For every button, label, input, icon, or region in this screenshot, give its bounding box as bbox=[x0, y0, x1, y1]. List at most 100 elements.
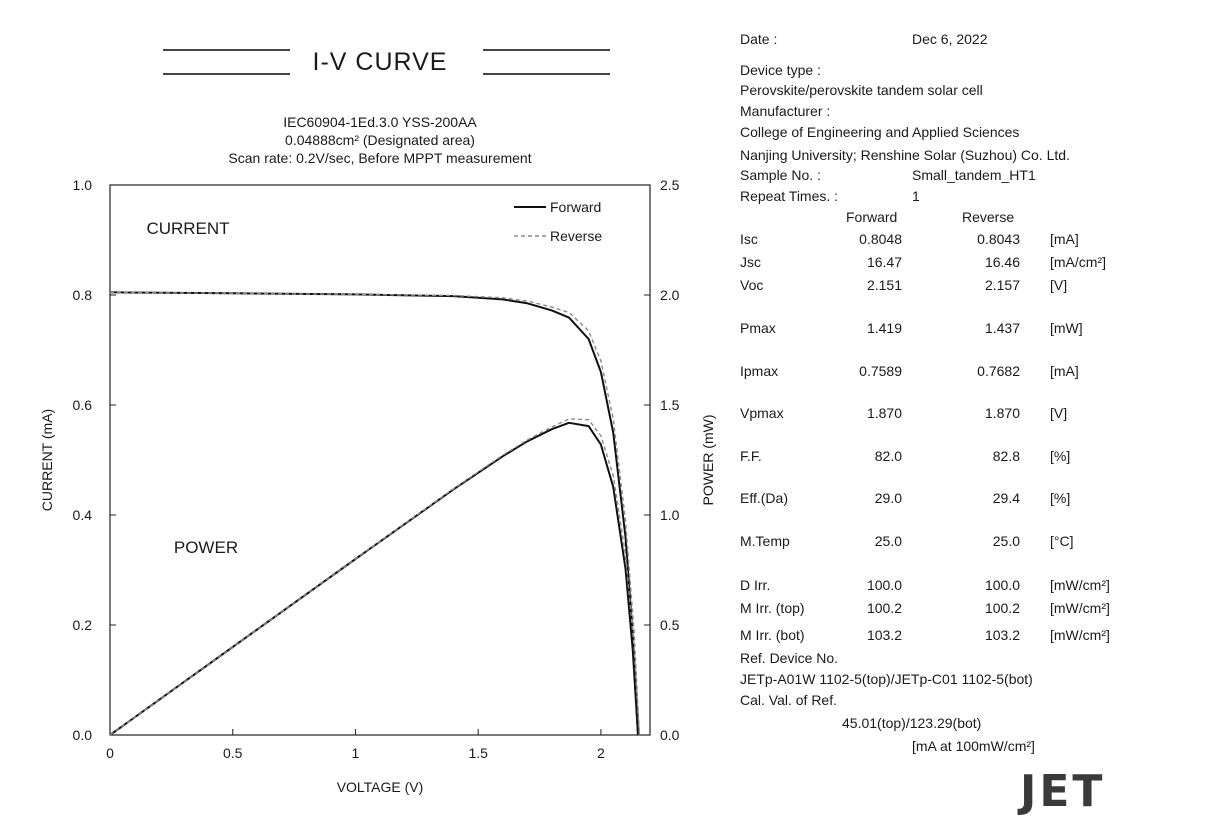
annotation-current: CURRENT bbox=[146, 219, 229, 238]
annotation-power: POWER bbox=[174, 538, 238, 557]
param-label: M.Temp bbox=[740, 533, 790, 549]
param-label: M Irr. (bot) bbox=[740, 627, 805, 643]
legend-reverse-label: Reverse bbox=[550, 228, 602, 244]
x-tick-label: 0 bbox=[106, 745, 114, 761]
sample-value: Small_tandem_HT1 bbox=[912, 167, 1036, 183]
iv-chart: 0 0.5 1 1.5 2 0.0 0.2 0.4 0.6 0.8 1.0 0.0 0.5 1.0 1.5 2… bbox=[39, 177, 716, 795]
param-label: Ipmax bbox=[740, 363, 779, 379]
plot-frame bbox=[109, 184, 651, 736]
title-rule-left-bottom bbox=[163, 73, 290, 75]
cal-label: Cal. Val. of Ref. bbox=[740, 692, 838, 708]
param-unit: [%] bbox=[1050, 490, 1071, 506]
param-reverse: 29.4 bbox=[992, 490, 1020, 506]
title-rule-right-top bbox=[483, 49, 610, 51]
y-left-tick-label: 0.8 bbox=[73, 287, 93, 303]
param-unit: [°C] bbox=[1050, 533, 1074, 549]
y-right-tick-label: 0.5 bbox=[660, 617, 680, 633]
header-line-1: IEC60904-1Ed.3.0 YSS-200AA bbox=[283, 114, 477, 130]
x-tick-label: 2 bbox=[597, 745, 605, 761]
param-unit: [V] bbox=[1050, 405, 1068, 421]
param-forward: 16.47 bbox=[866, 254, 902, 270]
param-unit: [mW/cm²] bbox=[1050, 577, 1110, 593]
y-right-tick-label: 1.5 bbox=[660, 397, 680, 413]
param-label: Isc bbox=[740, 231, 758, 247]
device-type-label: Device type : bbox=[740, 62, 821, 78]
param-unit: [mA/cm²] bbox=[1050, 254, 1106, 270]
param-reverse: 0.7682 bbox=[977, 363, 1020, 379]
param-reverse: 100.2 bbox=[984, 600, 1020, 616]
repeat-value: 1 bbox=[912, 188, 920, 204]
param-forward: 29.0 bbox=[874, 490, 902, 506]
date-value: Dec 6, 2022 bbox=[912, 31, 988, 47]
param-forward: 82.0 bbox=[874, 448, 902, 464]
x-tick-label: 0.5 bbox=[223, 745, 243, 761]
y-right-tick-label: 2.5 bbox=[660, 177, 680, 193]
sample-label: Sample No. : bbox=[740, 167, 821, 183]
y-right-axis-label: POWER (mW) bbox=[700, 415, 716, 506]
param-label: Voc bbox=[740, 277, 764, 293]
current-reverse-line bbox=[109, 291, 641, 736]
param-reverse: 100.0 bbox=[984, 577, 1020, 593]
power-forward-line bbox=[109, 421, 639, 736]
param-label: F.F. bbox=[740, 448, 762, 464]
param-reverse: 1.437 bbox=[984, 320, 1020, 336]
param-forward: 0.7589 bbox=[859, 363, 902, 379]
header-line-3: Scan rate: 0.2V/sec, Before MPPT measure… bbox=[228, 150, 532, 166]
param-reverse: 103.2 bbox=[984, 627, 1020, 643]
title-rule-right-bottom bbox=[483, 73, 610, 75]
column-forward: Forward bbox=[846, 209, 898, 225]
y-right-tick-label: 1.0 bbox=[660, 507, 680, 523]
x-tick-label: 1.5 bbox=[468, 745, 488, 761]
param-forward: 103.2 bbox=[866, 627, 902, 643]
param-label: Pmax bbox=[740, 320, 776, 336]
param-reverse: 0.8043 bbox=[977, 231, 1020, 247]
column-reverse: Reverse bbox=[962, 209, 1015, 225]
param-unit: [mW/cm²] bbox=[1050, 627, 1110, 643]
param-forward: 1.419 bbox=[866, 320, 902, 336]
param-unit: [mW] bbox=[1050, 320, 1083, 336]
param-label: Jsc bbox=[740, 254, 761, 270]
param-forward: 100.0 bbox=[866, 577, 902, 593]
param-forward: 0.8048 bbox=[859, 231, 902, 247]
param-reverse: 16.46 bbox=[984, 254, 1020, 270]
y-left-axis-label: CURRENT (mA) bbox=[39, 409, 55, 511]
title-rule-left-top bbox=[163, 49, 290, 51]
y-right-tick-label: 0.0 bbox=[660, 727, 680, 743]
current-forward-line bbox=[109, 291, 639, 736]
param-forward: 1.870 bbox=[866, 405, 902, 421]
header-line-2: 0.04888cm² (Designated area) bbox=[285, 132, 475, 148]
param-reverse: 2.157 bbox=[984, 277, 1020, 293]
manufacturer-line-1: College of Engineering and Applied Scien… bbox=[740, 124, 1020, 140]
date-label: Date : bbox=[740, 31, 778, 47]
param-unit: [mA] bbox=[1050, 363, 1079, 379]
legend-forward-label: Forward bbox=[550, 199, 601, 215]
param-label: M Irr. (top) bbox=[740, 600, 805, 616]
y-left-tick-label: 0.0 bbox=[73, 727, 93, 743]
x-tick-label: 1 bbox=[352, 745, 360, 761]
cal-unit: [mA at 100mW/cm²] bbox=[912, 738, 1035, 754]
y-left-tick-label: 1.0 bbox=[73, 177, 93, 193]
param-reverse: 82.8 bbox=[992, 448, 1020, 464]
cal-value: 45.01(top)/123.29(bot) bbox=[842, 715, 982, 731]
ref-device-label: Ref. Device No. bbox=[740, 650, 839, 666]
y-left-tick-label: 0.4 bbox=[73, 507, 93, 523]
manufacturer-label: Manufacturer : bbox=[740, 103, 831, 119]
x-axis-label: VOLTAGE (V) bbox=[337, 779, 424, 795]
param-unit: [%] bbox=[1050, 448, 1071, 464]
param-forward: 2.151 bbox=[866, 277, 902, 293]
device-type-value: Perovskite/perovskite tandem solar cell bbox=[740, 82, 983, 98]
y-right-tick-label: 2.0 bbox=[660, 287, 680, 303]
param-label: Eff.(Da) bbox=[740, 490, 788, 506]
jet-logo: JET bbox=[1020, 766, 1106, 817]
param-reverse: 25.0 bbox=[992, 533, 1020, 549]
param-label: D Irr. bbox=[740, 577, 771, 593]
param-label: Vpmax bbox=[740, 405, 784, 421]
ref-device-value: JETp-A01W 1102-5(top)/JETp-C01 1102-5(bo… bbox=[740, 671, 1033, 687]
manufacturer-line-2: Nanjing University; Renshine Solar (Suzh… bbox=[740, 147, 1070, 163]
param-unit: [mA] bbox=[1050, 231, 1079, 247]
y-left-tick-label: 0.2 bbox=[73, 617, 93, 633]
param-reverse: 1.870 bbox=[984, 405, 1020, 421]
power-reverse-line bbox=[109, 418, 641, 736]
chart-title: I-V CURVE bbox=[312, 48, 448, 76]
param-forward: 100.2 bbox=[866, 600, 902, 616]
